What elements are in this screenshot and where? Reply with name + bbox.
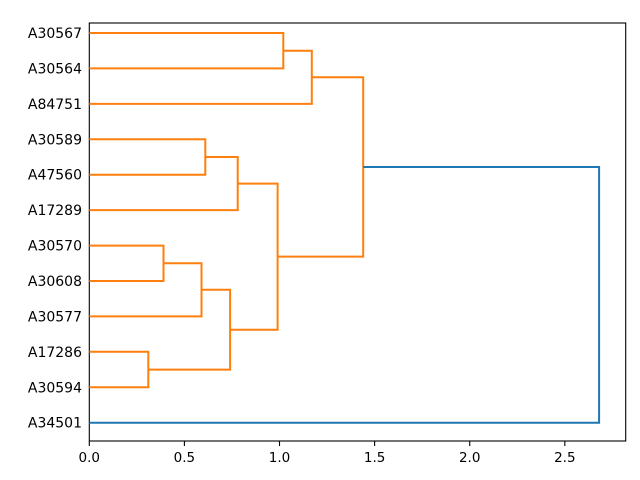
dendrogram-link [89,156,239,212]
dendrogram-link [89,49,313,105]
leaf-label: A30589 [28,132,82,148]
axes-frame [88,22,627,442]
x-axis-tick-label: 0.0 [79,450,100,466]
dendrogram-link [89,350,150,389]
dendrogram-link [89,244,165,282]
x-axis-tick-label: 1.5 [364,450,385,466]
leaf-label: A30577 [28,309,82,325]
x-axis-tick-label: 0.5 [174,450,195,466]
dendrogram-link [89,138,207,176]
leaf-label: A17286 [28,345,82,361]
x-axis-tick-label: 2.0 [459,450,480,466]
leaf-label: A47560 [28,168,82,184]
dendrogram-link [89,262,203,318]
leaf-label: A17289 [28,203,82,219]
x-axis-tick-label: 2.5 [554,450,575,466]
dendrogram-link [89,32,285,70]
leaf-label: A30594 [28,380,82,396]
leaf-label: A34501 [28,416,82,432]
leaf-label: A30567 [28,26,82,42]
leaf-label: A30564 [28,61,82,77]
leaf-label: A84751 [28,97,82,113]
leaf-label: A30570 [28,239,82,255]
leaf-label: A30608 [28,274,82,290]
dendrogram-link [148,288,232,371]
x-axis-tick-label: 1.0 [269,450,290,466]
dendrogram-link [89,166,601,424]
